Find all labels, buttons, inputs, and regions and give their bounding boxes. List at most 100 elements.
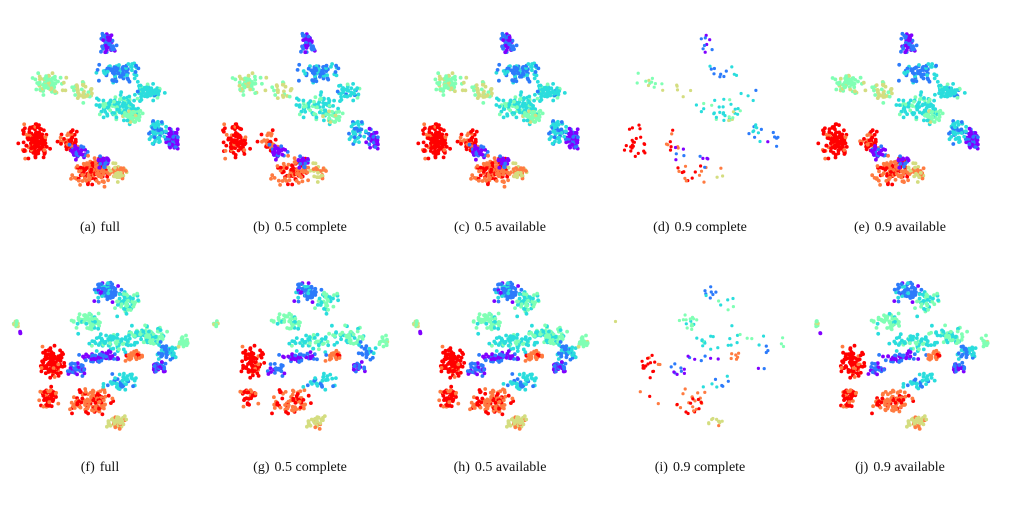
scatter-point xyxy=(833,77,838,82)
scatter-point xyxy=(364,140,369,145)
scatter-point xyxy=(171,351,176,356)
scatter-point xyxy=(884,179,889,183)
scatter-point xyxy=(96,343,101,347)
scatter-point xyxy=(511,161,516,166)
scatter-point xyxy=(33,77,38,82)
scatter-point xyxy=(661,88,665,92)
scatter-point xyxy=(752,129,756,133)
scatter-point xyxy=(564,124,568,129)
scatter-point xyxy=(27,127,32,132)
scatter-point xyxy=(514,79,519,84)
scatter-point xyxy=(441,155,446,160)
scatter-point xyxy=(913,165,917,170)
scatter-point xyxy=(22,122,27,127)
scatter-point xyxy=(712,66,716,71)
scatter-point xyxy=(126,343,131,348)
scatter-point xyxy=(310,78,315,83)
scatter-point xyxy=(758,139,762,144)
scatter-point xyxy=(426,136,431,141)
scatter-point xyxy=(715,175,719,179)
scatter-point xyxy=(306,178,310,183)
scatter-point xyxy=(874,129,879,134)
panel-e: (e) 0.9 available xyxy=(808,22,992,235)
scatter-point xyxy=(821,129,826,134)
scatter-point xyxy=(170,142,175,147)
scatter-point xyxy=(915,107,920,112)
scatter-point xyxy=(571,135,576,139)
panel-b: (b) 0.5 complete xyxy=(208,22,392,235)
scatter-point xyxy=(459,132,464,137)
scatter-point xyxy=(270,128,275,133)
scatter-point xyxy=(873,137,878,142)
scatter-point xyxy=(441,93,446,97)
scatter-point xyxy=(684,179,688,183)
scatter-point xyxy=(102,184,107,189)
scatter-point xyxy=(910,38,915,43)
scatter-point xyxy=(114,290,118,294)
scatter-point xyxy=(719,72,723,76)
scatter-point xyxy=(950,91,955,96)
scatter-point xyxy=(865,142,870,147)
scatter-point xyxy=(917,175,922,180)
scatter-point xyxy=(124,311,129,316)
scatter-point xyxy=(481,161,486,166)
scatter-point xyxy=(296,295,301,300)
scatter-point xyxy=(861,80,866,85)
scatter-point xyxy=(137,109,142,114)
scatter-point xyxy=(319,300,324,305)
scatter-point xyxy=(297,112,302,117)
scatter-point xyxy=(144,85,149,90)
scatter-point xyxy=(103,43,108,48)
scatter-point xyxy=(346,88,351,93)
scatter-point xyxy=(39,366,44,370)
scatter-point xyxy=(880,82,885,87)
scatter-point xyxy=(113,425,118,430)
scatter-point xyxy=(823,156,828,161)
scatter-point xyxy=(480,82,485,87)
scatter-point xyxy=(311,161,316,166)
scatter-point xyxy=(875,96,880,100)
scatter-point xyxy=(147,334,151,338)
scatter-point xyxy=(302,164,306,169)
scatter-point xyxy=(433,77,438,82)
scatter-point xyxy=(347,131,351,136)
scatter-point xyxy=(239,145,243,150)
scatter-point xyxy=(301,157,306,161)
scatter-point xyxy=(298,162,303,166)
scatter-point xyxy=(93,406,98,410)
scatter-point xyxy=(127,336,132,341)
scatter-point xyxy=(79,87,84,92)
scatter-point xyxy=(108,354,113,359)
scatter-point xyxy=(312,174,317,179)
scatter-point xyxy=(870,85,875,90)
caption-label: 0.9 available xyxy=(874,220,947,235)
scatter-point xyxy=(932,76,937,81)
scatter-point xyxy=(85,406,90,411)
scatter-point xyxy=(562,91,567,95)
scatter-point xyxy=(120,378,125,383)
scatter-point xyxy=(73,137,78,142)
scatter-point xyxy=(74,157,78,162)
scatter-point xyxy=(268,139,273,144)
scatter-point xyxy=(472,147,477,152)
scatter-point xyxy=(535,96,540,101)
scatter-point xyxy=(899,36,904,41)
scatter-point xyxy=(549,135,554,139)
scatter-point xyxy=(53,391,58,396)
scatter-point xyxy=(159,131,164,135)
scatter-point xyxy=(306,281,311,285)
scatter-point xyxy=(174,130,179,135)
scatter-point xyxy=(279,144,284,149)
scatter-point xyxy=(97,78,101,83)
scatter-point xyxy=(105,105,110,110)
scatter-point xyxy=(482,94,487,99)
scatter-point xyxy=(503,161,508,166)
scatter-point xyxy=(446,81,451,85)
scatter-point xyxy=(575,127,580,132)
scatter-point xyxy=(78,405,83,410)
scatter-point xyxy=(322,292,326,296)
scatter-point xyxy=(862,137,866,141)
scatter-point xyxy=(503,101,507,106)
scatter-point xyxy=(74,367,78,372)
scatter-point xyxy=(545,82,550,87)
